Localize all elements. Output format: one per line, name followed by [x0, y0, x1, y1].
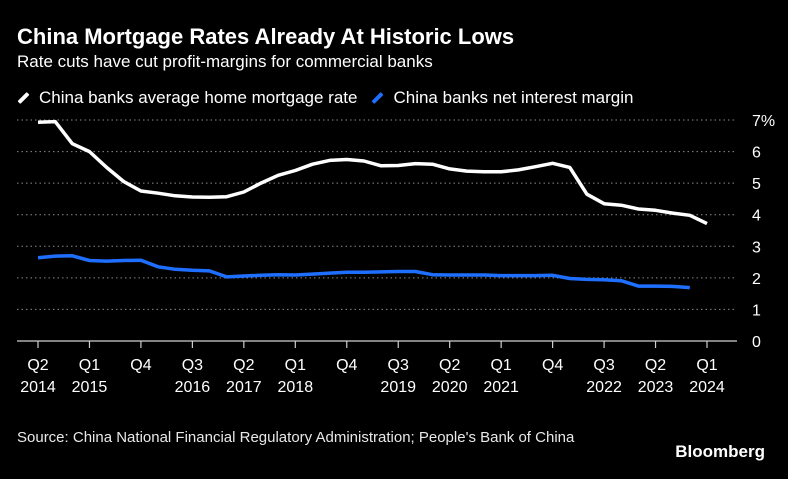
legend: China banks average home mortgage rate C…	[17, 88, 648, 108]
x-tick-label-year: 2018	[278, 379, 314, 396]
x-tick-label-year: 2020	[432, 379, 468, 396]
x-axis: Q2 2014 Q1 2015 Q4 Q3 2016 Q2 2017 Q1 2018 Q4 Q3 2019…	[20, 341, 725, 396]
x-tick-label-quarter: Q2	[27, 357, 48, 374]
legend-label-net-interest-margin: China banks net interest margin	[393, 88, 634, 107]
y-tick-label: 3	[752, 239, 761, 256]
x-tick-label-quarter: Q2	[233, 357, 254, 374]
y-tick-label: 6	[752, 145, 761, 162]
x-tick-label-quarter: Q1	[696, 357, 717, 374]
y-tick-label: 0	[752, 334, 761, 351]
chart-subtitle: Rate cuts have cut profit-margins for co…	[17, 52, 433, 71]
x-tick-label-quarter: Q2	[439, 357, 460, 374]
x-tick-label-quarter: Q3	[182, 357, 203, 374]
x-tick-label-year: 2021	[483, 379, 519, 396]
x-tick-label-quarter: Q4	[336, 357, 357, 374]
bloomberg-logo: Bloomberg	[675, 442, 765, 461]
x-tick-label-year: 2022	[586, 379, 622, 396]
x-tick-label-quarter: Q3	[388, 357, 409, 374]
y-axis: 0 1 2 3 4 5 6 7%	[752, 113, 775, 351]
x-tick-label-quarter: Q4	[542, 357, 563, 374]
y-tick-label: 7%	[752, 113, 775, 130]
x-tick-label-year: 2023	[638, 379, 674, 396]
legend-label-mortgage-rate: China banks average home mortgage rate	[39, 88, 358, 107]
x-tick-label-quarter: Q1	[490, 357, 511, 374]
x-tick-label-year: 2017	[226, 379, 262, 396]
legend-item-net-interest-margin: China banks net interest margin	[371, 88, 634, 108]
legend-item-mortgage-rate: China banks average home mortgage rate	[17, 88, 357, 108]
x-tick-label-year: 2024	[689, 379, 725, 396]
x-tick-label-year: 2019	[380, 379, 416, 396]
chart-title: China Mortgage Rates Already At Historic…	[17, 24, 515, 49]
x-tick-label-year: 2014	[20, 379, 56, 396]
x-tick-label-quarter: Q1	[79, 357, 100, 374]
y-tick-label: 1	[752, 302, 761, 319]
y-tick-label: 2	[752, 271, 761, 288]
series-line-mortgage-rate	[37, 119, 708, 226]
x-tick-label-quarter: Q4	[130, 357, 151, 374]
y-tick-label: 4	[752, 208, 761, 225]
series-line-net-interest-margin	[37, 254, 690, 290]
source-note: Source: China National Financial Regulat…	[17, 429, 575, 446]
y-tick-label: 5	[752, 176, 761, 193]
x-tick-label-year: 2015	[72, 379, 108, 396]
x-tick-label-quarter: Q3	[593, 357, 614, 374]
x-tick-label-year: 2016	[175, 379, 211, 396]
series-lines	[37, 119, 708, 290]
x-tick-label-quarter: Q1	[285, 357, 306, 374]
x-tick-label-quarter: Q2	[645, 357, 666, 374]
gridlines	[17, 119, 737, 342]
